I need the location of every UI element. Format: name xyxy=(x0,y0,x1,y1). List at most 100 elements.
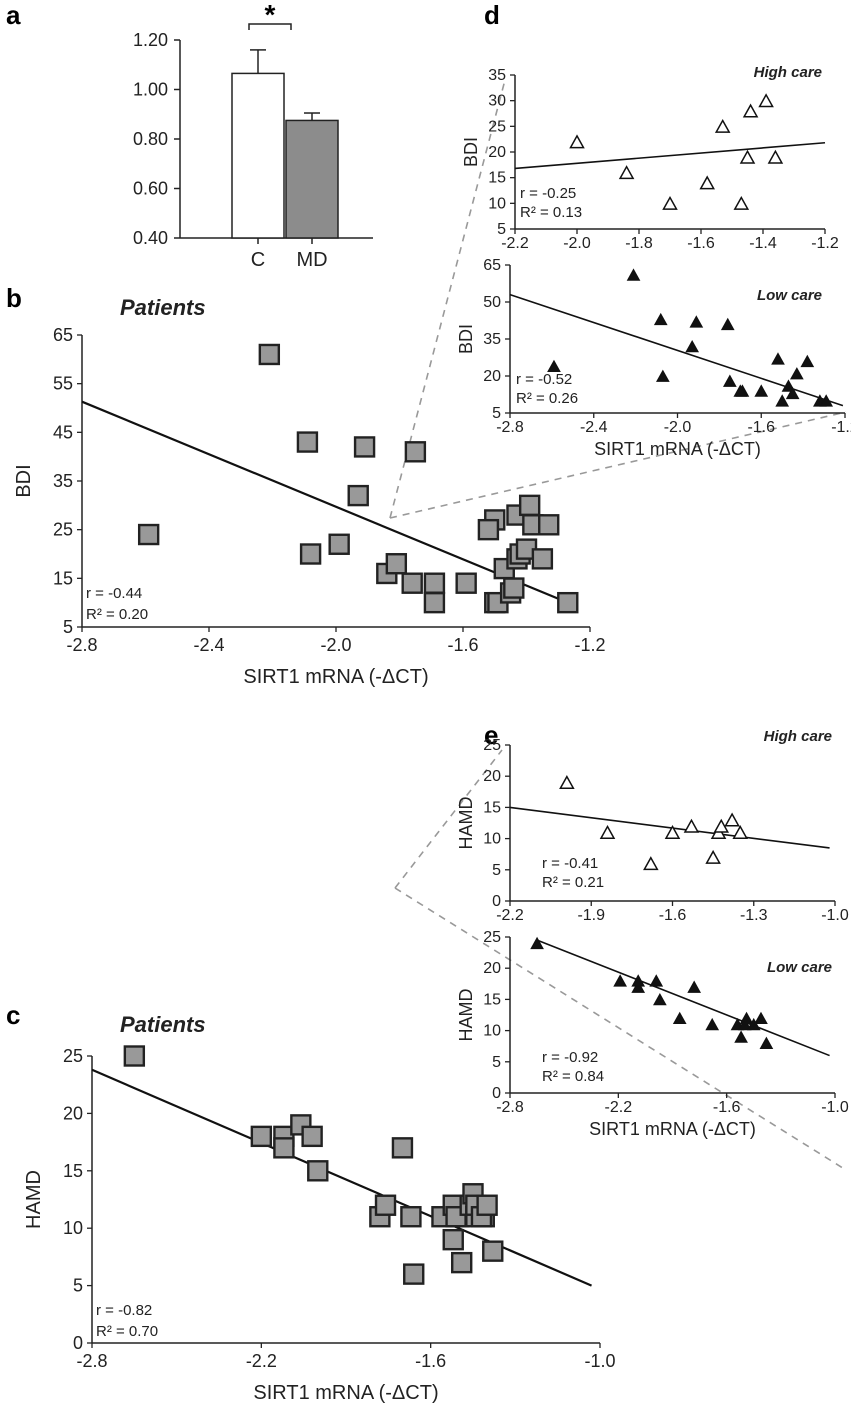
y-tick-label: 15 xyxy=(53,568,73,588)
data-point xyxy=(734,1030,748,1043)
y-tick-label: 20 xyxy=(483,960,501,977)
data-point xyxy=(258,343,281,366)
data-point xyxy=(722,374,737,387)
x-tick-label: -2.4 xyxy=(580,419,608,436)
stat-r: r = -0.25 xyxy=(520,185,576,202)
x-tick-label: -1.2 xyxy=(831,419,851,436)
data-point xyxy=(732,824,748,839)
y-tick-label: 5 xyxy=(73,1276,83,1296)
data-point xyxy=(328,533,350,555)
data-point xyxy=(754,384,769,397)
y-tick-label: 5 xyxy=(63,617,73,637)
panel-e-low-care-scatter: 0 5 10 15 20 25 -2.8 -2.2 -1.6 -1.0 SIRT1 mRNA (-Δ… xyxy=(456,929,849,1139)
data-point xyxy=(781,379,796,392)
y-tick-label: 0 xyxy=(492,1085,501,1102)
y-tick-label: 35 xyxy=(488,67,506,84)
data-point xyxy=(819,394,834,407)
y-tick-label: 15 xyxy=(63,1161,83,1181)
y-tick-label: 65 xyxy=(483,257,501,274)
data-point xyxy=(547,359,561,373)
y-tick-label: 10 xyxy=(483,1023,501,1040)
data-point xyxy=(477,518,500,541)
data-point xyxy=(737,1017,752,1031)
regression-line xyxy=(509,806,830,849)
data-point xyxy=(559,775,575,790)
chart-title: Low care xyxy=(757,287,822,304)
y-tick-label: 25 xyxy=(483,929,501,946)
stat-r: r = -0.52 xyxy=(516,371,572,388)
y-axis-label: HAMD xyxy=(456,989,476,1042)
significance-bracket xyxy=(248,23,292,30)
data-point xyxy=(385,553,408,575)
data-point xyxy=(400,1206,422,1228)
data-point xyxy=(401,572,423,594)
data-point xyxy=(391,1137,414,1159)
x-tick-label: -2.8 xyxy=(496,1099,524,1116)
data-point xyxy=(531,548,554,570)
data-point xyxy=(299,543,322,565)
y-axis-label: BDI xyxy=(461,137,481,167)
data-point xyxy=(404,441,427,463)
x-tick-label: -1.2 xyxy=(811,235,839,252)
x-tick-label: -1.6 xyxy=(415,1351,446,1371)
x-tick-label: -1.6 xyxy=(659,907,687,924)
data-point xyxy=(655,369,670,382)
connector-c-e-top xyxy=(394,749,503,889)
x-tick-label: -1.4 xyxy=(749,235,777,252)
data-point xyxy=(705,1017,720,1031)
data-point xyxy=(754,1011,768,1025)
data-point xyxy=(653,312,668,326)
x-tick-label: MD xyxy=(296,249,327,271)
panel-c-scatter: 0 5 10 15 20 25 -2.8 -2.2 -1.6 -1.0 SIRT1 mRNA (-Δ… xyxy=(23,1012,616,1404)
data-point xyxy=(482,1240,504,1262)
chart-title: Patients xyxy=(120,1012,206,1037)
x-tick-label: -2.0 xyxy=(320,635,351,655)
data-point xyxy=(442,1228,464,1251)
data-point xyxy=(758,93,774,108)
panel-a-bar-chart: 0.40 0.60 0.80 1.00 1.20 C MD * xyxy=(133,0,373,271)
x-tick-label: -2.2 xyxy=(246,1351,277,1371)
regression-line xyxy=(514,141,826,170)
data-point xyxy=(451,1251,473,1274)
data-point xyxy=(742,103,759,118)
x-tick-label: -2.0 xyxy=(664,419,692,436)
stat-r: r = -0.92 xyxy=(542,1049,598,1066)
data-point xyxy=(713,818,730,833)
data-point xyxy=(767,149,784,164)
x-tick-label: -2.0 xyxy=(563,235,591,252)
x-tick-label: -1.6 xyxy=(747,419,775,436)
panel-label-d: d xyxy=(484,0,500,30)
data-point xyxy=(618,165,635,180)
y-tick-label: 25 xyxy=(488,118,506,135)
panel-b-scatter: 5 15 25 35 45 55 65 -2.8 -2.4 -2.0 -1.6 -1.2 SIRT1 m… xyxy=(13,295,606,688)
stat-r-squared: R² = 0.84 xyxy=(542,1068,604,1085)
regression-line xyxy=(81,400,569,604)
x-tick-label: C xyxy=(251,249,265,271)
data-point xyxy=(683,818,700,833)
y-tick-label: 15 xyxy=(483,799,501,816)
chart-title: Patients xyxy=(120,295,206,320)
x-tick-label: -1.0 xyxy=(821,1099,849,1116)
data-point xyxy=(785,386,800,400)
y-tick-label: 10 xyxy=(488,195,506,212)
x-axis-label: SIRT1 mRNA (-ΔCT) xyxy=(253,1382,438,1404)
data-point xyxy=(353,436,376,458)
y-tick-label: 50 xyxy=(483,294,501,311)
y-tick-label: 45 xyxy=(53,422,73,442)
chart-title: Low care xyxy=(767,959,832,976)
data-point xyxy=(739,149,756,164)
y-tick-label: 25 xyxy=(53,520,73,540)
data-point xyxy=(538,514,560,536)
x-tick-label: -2.8 xyxy=(66,635,97,655)
x-tick-label: -1.2 xyxy=(574,635,605,655)
x-tick-label: -2.2 xyxy=(496,907,524,924)
data-point xyxy=(613,974,627,987)
data-point xyxy=(687,980,702,993)
data-point xyxy=(746,1017,761,1031)
y-tick-label: 5 xyxy=(492,862,501,879)
data-point xyxy=(733,384,748,397)
x-tick-label: -1.9 xyxy=(577,907,605,924)
y-tick-label: 0.40 xyxy=(133,228,168,248)
stat-r: r = -0.82 xyxy=(96,1302,152,1319)
regression-line xyxy=(536,939,830,1057)
